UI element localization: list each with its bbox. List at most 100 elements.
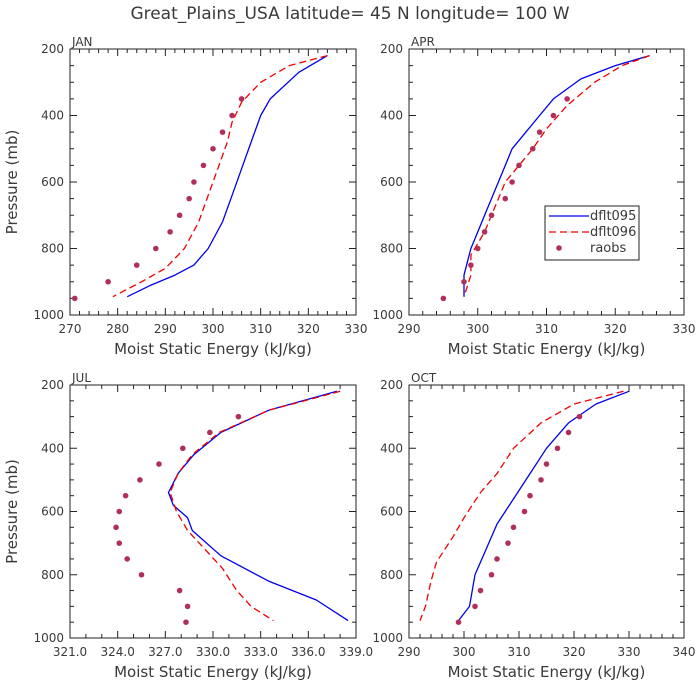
raobs-point bbox=[180, 445, 186, 452]
raobs-point bbox=[521, 508, 528, 515]
plot-frame bbox=[69, 48, 357, 316]
raobs-point bbox=[207, 429, 213, 436]
y-tick-label: 400 bbox=[41, 441, 64, 455]
y-tick-label: 1000 bbox=[33, 308, 64, 322]
y-tick-label: 600 bbox=[41, 505, 64, 519]
panel-title: OCT bbox=[411, 371, 437, 385]
x-tick-label: 330 bbox=[345, 322, 368, 336]
raobs-point bbox=[186, 195, 192, 202]
x-tick-label: 330.0 bbox=[196, 645, 230, 659]
raobs-point bbox=[543, 461, 550, 467]
raobs-point bbox=[440, 295, 447, 302]
panels: 270 280 290 300 310 320 330 200 400 600 800 1000 JAN… bbox=[3, 35, 695, 681]
y-tick-label: 800 bbox=[41, 242, 64, 256]
raobs-point bbox=[200, 162, 207, 169]
raobs-point bbox=[133, 262, 140, 268]
raobs-point bbox=[529, 145, 536, 152]
x-tick-label: 320 bbox=[604, 322, 627, 336]
y-tick-label: 400 bbox=[380, 109, 403, 123]
x-tick-label: 290 bbox=[154, 322, 177, 336]
x-tick-label: 300 bbox=[202, 322, 225, 336]
y-tick-label: 1000 bbox=[372, 631, 403, 645]
raobs-point bbox=[516, 162, 522, 169]
x-axis-label: Moist Static Energy (kJ/kg) bbox=[448, 663, 646, 681]
raobs-point bbox=[472, 603, 478, 610]
raobs-point bbox=[105, 278, 111, 285]
dflt095-line bbox=[463, 54, 650, 297]
x-tick-label: 270 bbox=[59, 322, 82, 336]
x-axis-label: Moist Static Energy (kJ/kg) bbox=[448, 340, 646, 358]
y-tick-label: 600 bbox=[380, 175, 403, 189]
raobs-point bbox=[235, 413, 242, 420]
raobs-point bbox=[494, 556, 500, 562]
raobs-point bbox=[474, 245, 481, 252]
raobs-point bbox=[461, 278, 467, 285]
x-tick-label: 336.0 bbox=[291, 645, 325, 659]
raobs-point bbox=[124, 556, 130, 562]
legend-label: raobs bbox=[590, 241, 627, 256]
y-axis-label: Pressure (mb) bbox=[3, 130, 21, 235]
x-tick-label: 310 bbox=[249, 322, 272, 336]
raobs-point bbox=[156, 461, 162, 467]
plot-frame bbox=[408, 384, 685, 639]
x-tick-label: 324.0 bbox=[100, 645, 134, 659]
x-tick-label: 280 bbox=[106, 322, 129, 336]
panel-title: APR bbox=[411, 35, 435, 49]
raobs-point bbox=[509, 179, 515, 185]
dflt096-line bbox=[463, 54, 650, 297]
raobs-point bbox=[229, 112, 235, 119]
dflt096-line bbox=[169, 390, 341, 622]
raobs-point bbox=[564, 96, 570, 102]
raobs-point bbox=[116, 508, 123, 515]
raobs-point bbox=[176, 587, 183, 594]
dflt096-line bbox=[112, 54, 328, 298]
y-tick-label: 400 bbox=[41, 109, 64, 123]
x-tick-label: 330 bbox=[673, 322, 696, 336]
raobs-point bbox=[565, 429, 572, 436]
y-tick-label: 600 bbox=[41, 175, 64, 189]
panel-oct: 290 300 310 320 330 340 200 400 600 800 1000 OCT Moi… bbox=[372, 371, 695, 681]
x-tick-label: 310 bbox=[508, 645, 531, 659]
raobs-point bbox=[538, 477, 544, 483]
raobs-point bbox=[138, 571, 145, 578]
raobs-point bbox=[505, 540, 511, 546]
raobs-point bbox=[116, 540, 123, 546]
raobs-point bbox=[183, 619, 189, 625]
y-tick-label: 600 bbox=[380, 505, 403, 519]
raobs-point bbox=[488, 212, 495, 219]
dflt095-line bbox=[167, 390, 349, 622]
plot-frame bbox=[408, 48, 685, 316]
raobs-point bbox=[219, 129, 226, 135]
y-tick-label: 1000 bbox=[33, 631, 64, 645]
legend-label: dflt095 bbox=[590, 209, 636, 224]
x-tick-label: 290 bbox=[398, 645, 421, 659]
raobs-point bbox=[184, 603, 191, 610]
raobs-point bbox=[167, 229, 173, 235]
raobs-point bbox=[122, 492, 129, 499]
x-tick-label: 321.0 bbox=[53, 645, 87, 659]
legend-label: dflt096 bbox=[590, 225, 636, 240]
y-tick-label: 1000 bbox=[372, 308, 403, 322]
x-tick-label: 300 bbox=[466, 322, 489, 336]
panel-title: JUL bbox=[71, 371, 91, 385]
x-tick-label: 340 bbox=[673, 645, 696, 659]
y-tick-label: 400 bbox=[380, 441, 403, 455]
x-tick-label: 320 bbox=[563, 645, 586, 659]
legend-raobs-marker bbox=[556, 245, 562, 251]
raobs-point bbox=[191, 179, 197, 185]
y-tick-label: 200 bbox=[380, 42, 403, 56]
x-axis-label: Moist Static Energy (kJ/kg) bbox=[114, 340, 312, 358]
raobs-point bbox=[468, 262, 474, 268]
y-axis-label: Pressure (mb) bbox=[3, 459, 21, 564]
raobs-point bbox=[502, 195, 509, 202]
raobs-point bbox=[536, 129, 543, 135]
raobs-point bbox=[554, 445, 561, 452]
dflt096-line bbox=[419, 390, 624, 621]
raobs-point bbox=[455, 619, 462, 625]
x-tick-label: 300 bbox=[453, 645, 476, 659]
x-tick-label: 310 bbox=[535, 322, 558, 336]
raobs-point bbox=[510, 524, 517, 531]
x-tick-label: 320 bbox=[297, 322, 320, 336]
